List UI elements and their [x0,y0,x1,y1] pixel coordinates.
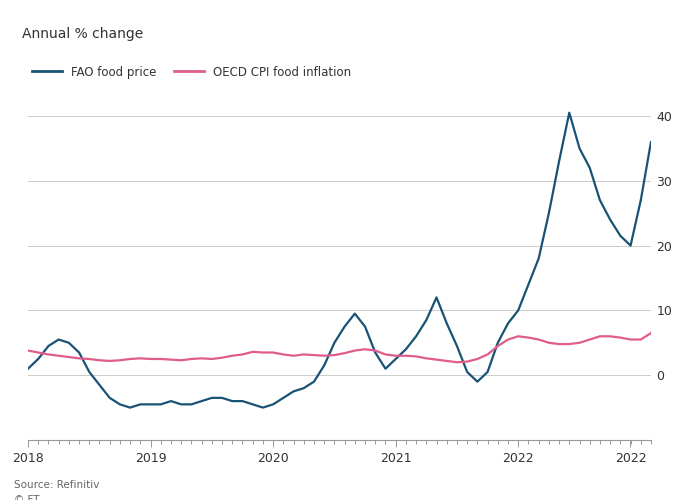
Text: © FT: © FT [14,495,39,500]
Text: Annual % change: Annual % change [22,27,143,41]
Text: Source: Refinitiv: Source: Refinitiv [14,480,99,490]
Legend: FAO food price, OECD CPI food inflation: FAO food price, OECD CPI food inflation [28,61,356,84]
